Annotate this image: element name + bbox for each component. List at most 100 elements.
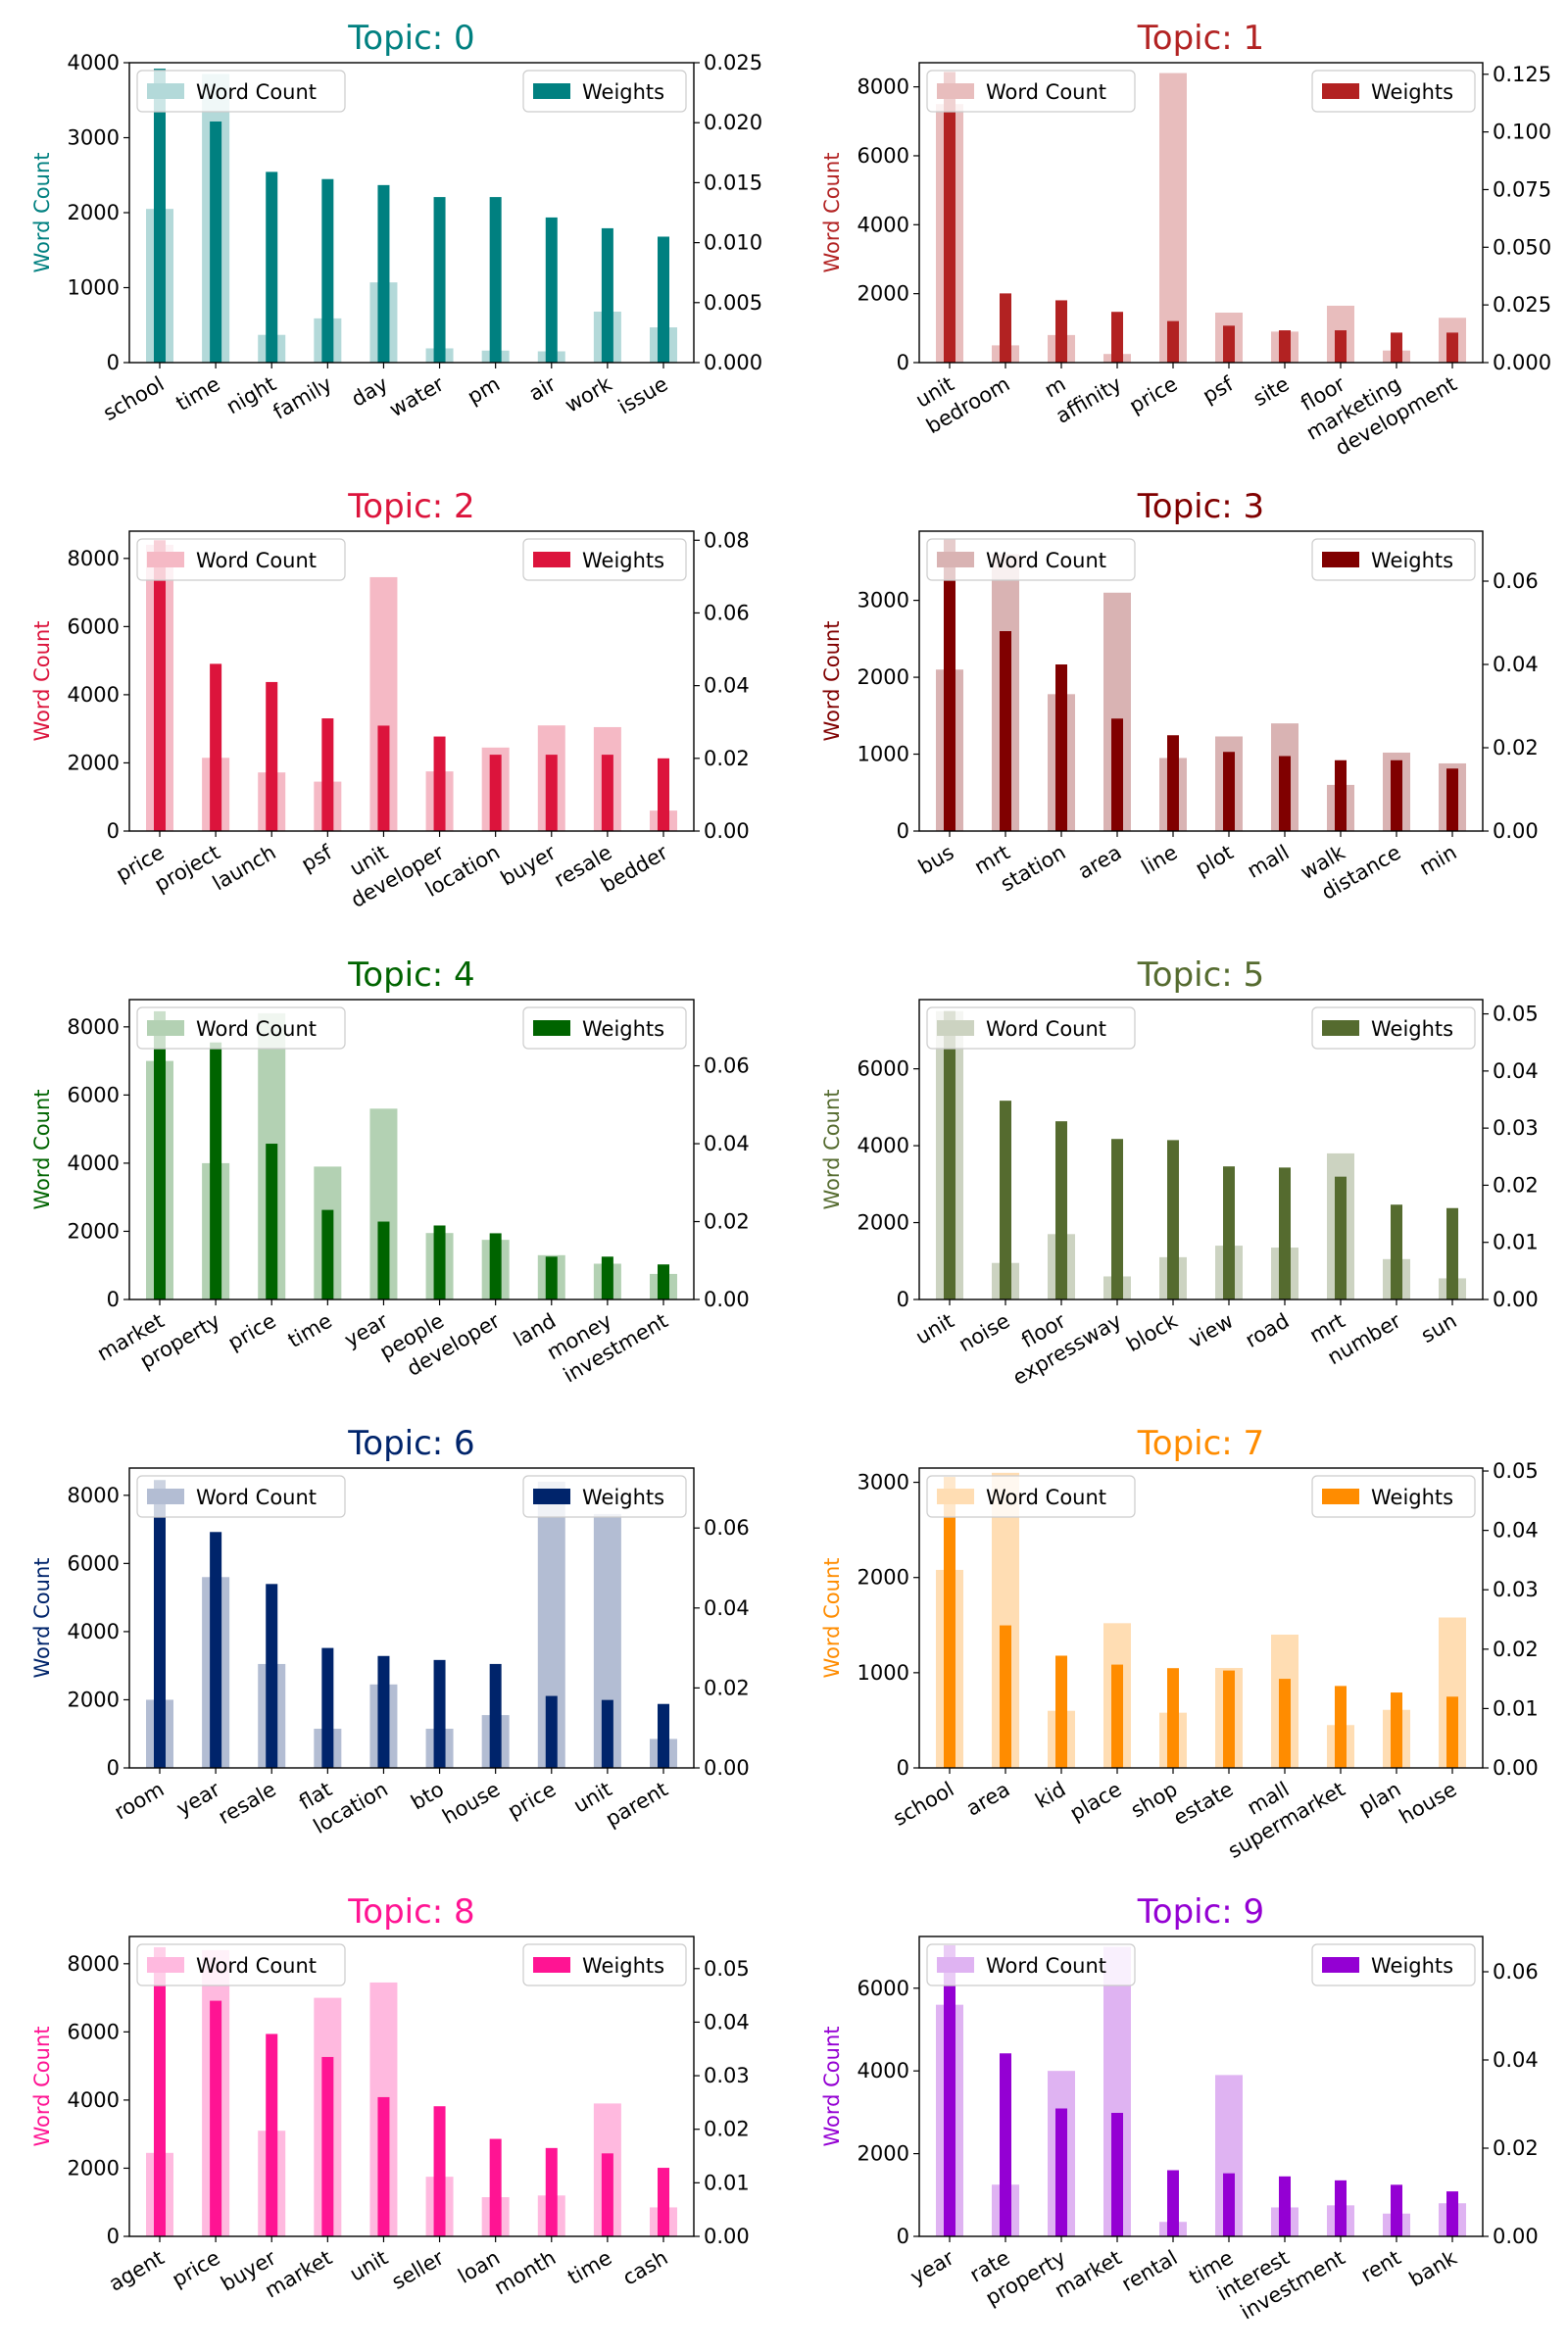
y-tick-label-right: 0.01 <box>1493 1231 1539 1254</box>
x-tick-label: psf <box>1199 371 1238 408</box>
x-tick-label: year <box>906 2245 958 2288</box>
legend-word-count: Word Count <box>136 538 346 581</box>
weight-bar <box>1111 1664 1123 1768</box>
weight-bar <box>601 1699 613 1768</box>
weight-bar <box>658 758 669 831</box>
y-tick-label-right: 0.08 <box>704 528 750 552</box>
y-tick-label-left: 4000 <box>68 683 120 707</box>
x-tick-label: m <box>1041 372 1070 403</box>
y-axis-label: Word Count <box>820 620 844 741</box>
x-tick-label: noise <box>955 1309 1013 1357</box>
x-tick-label: place <box>1066 1778 1126 1826</box>
y-axis-label: Word Count <box>30 620 54 741</box>
y-tick-label-left: 2000 <box>68 751 120 774</box>
weight-bar <box>377 2096 390 2236</box>
y-tick-label-right: 0.005 <box>704 291 762 315</box>
legend-swatch <box>937 1020 974 1036</box>
y-tick-label-left: 4000 <box>858 1134 909 1157</box>
weight-bar <box>321 2056 334 2236</box>
legend-box <box>136 1006 346 1050</box>
x-tick-label: seller <box>388 2245 449 2294</box>
y-tick-label-right: 0.04 <box>1493 1519 1539 1543</box>
x-tick-label: air <box>525 371 561 406</box>
legend-weights: Weights <box>522 1475 687 1518</box>
weight-bar <box>377 184 390 363</box>
y-tick-label-right: 0.03 <box>1493 1578 1539 1601</box>
plot-frame <box>128 1467 695 1769</box>
weight-bar <box>1335 2180 1347 2236</box>
y-tick-label-right: 0.025 <box>704 51 762 74</box>
y-tick-label-left: 2000 <box>68 1219 120 1243</box>
y-tick-label-right: 0.02 <box>1493 1638 1539 1661</box>
legend-box <box>926 538 1136 581</box>
y-tick-label-right: 0.02 <box>1493 1173 1539 1197</box>
legend-swatch <box>147 1489 184 1504</box>
x-tick-label: school <box>99 372 168 425</box>
y-tick-label-left: 2000 <box>68 201 120 224</box>
x-tick-label: area <box>1074 841 1126 884</box>
y-tick-label-right: 0.100 <box>1493 121 1551 144</box>
legend-swatch <box>147 1957 184 1973</box>
weight-bar <box>1000 631 1011 831</box>
weight-bar <box>1279 330 1291 363</box>
y-tick-label-left: 0 <box>897 819 909 843</box>
y-tick-label-right: 0.00 <box>704 2225 750 2248</box>
weight-bar <box>658 236 669 363</box>
legend-weights: Weights <box>1311 1943 1476 1986</box>
x-tick-label: month <box>490 2246 560 2300</box>
y-tick-label-left: 1000 <box>68 276 120 300</box>
y-tick-label-left: 1000 <box>858 1661 909 1685</box>
panel-title: Topic: 1 <box>1137 19 1264 58</box>
panel-title: Topic: 6 <box>347 1424 474 1463</box>
weight-bar <box>1391 1692 1402 1768</box>
panel-title: Topic: 4 <box>347 956 474 995</box>
y-tick-label-right: 0.04 <box>704 1132 750 1155</box>
plot-frame <box>128 999 695 1300</box>
y-tick-label-left: 3000 <box>858 1471 909 1494</box>
y-axis-label: Word Count <box>30 1557 54 1678</box>
y-tick-label-right: 0.06 <box>1493 1960 1539 1984</box>
legend-label: Word Count <box>986 1017 1106 1041</box>
legend-swatch <box>1322 552 1359 567</box>
y-tick-label-left: 4000 <box>68 51 120 74</box>
y-tick-label-right: 0.010 <box>704 231 762 255</box>
y-tick-label-left: 2000 <box>858 282 909 306</box>
legend-box <box>1311 1006 1476 1050</box>
y-tick-label-left: 2000 <box>858 665 909 689</box>
weight-bar <box>601 2153 613 2236</box>
weight-bar <box>489 2138 502 2236</box>
panel-title: Topic: 3 <box>1137 487 1264 526</box>
x-tick-label: pm <box>464 372 504 410</box>
x-tick-label: affinity <box>1052 372 1125 428</box>
y-tick-label-left: 3000 <box>68 126 120 150</box>
weight-bar <box>489 755 502 831</box>
weight-bar <box>1000 1101 1011 1299</box>
legend-word-count: Word Count <box>926 1475 1136 1518</box>
y-tick-label-right: 0.00 <box>704 1756 750 1780</box>
legend-box <box>522 1943 687 1986</box>
x-tick-label: bus <box>914 841 958 880</box>
weight-bar <box>1391 2184 1402 2236</box>
x-tick-label: launch <box>209 841 280 896</box>
y-tick-label-right: 0.01 <box>704 2171 750 2194</box>
weight-bar <box>321 1209 334 1299</box>
y-tick-label-right: 0.125 <box>1493 63 1551 86</box>
y-tick-label-right: 0.00 <box>704 1288 750 1311</box>
x-tick-label: family <box>270 372 336 424</box>
weight-bar <box>321 1647 334 1768</box>
y-tick-label-left: 6000 <box>858 144 909 168</box>
y-tick-label-right: 0.000 <box>704 351 762 374</box>
weight-bar <box>489 1233 502 1299</box>
weight-bar <box>944 539 956 831</box>
y-tick-label-right: 0.05 <box>704 1957 750 1981</box>
legend-weights: Weights <box>1311 70 1476 113</box>
legend-box <box>926 70 1136 113</box>
weight-bar <box>1223 2173 1235 2236</box>
legend-swatch <box>533 552 570 567</box>
y-tick-label-left: 8000 <box>68 1952 120 1976</box>
weight-bar <box>1446 332 1458 363</box>
